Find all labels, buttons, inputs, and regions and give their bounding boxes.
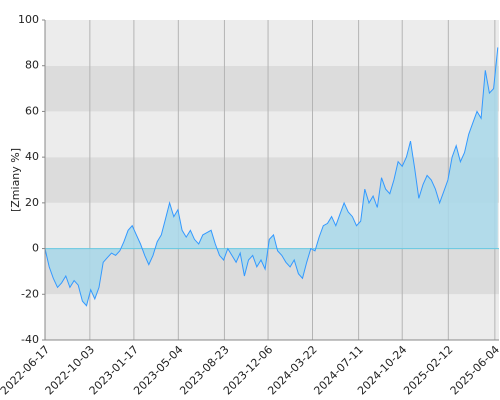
y-tick-label: 100 [18, 13, 39, 26]
area [45, 47, 498, 306]
x-tick-label: 2025-06-04 [448, 343, 500, 397]
y-tick-label: 80 [25, 59, 39, 72]
grid-band [45, 248, 499, 295]
y-tick-label: -40 [21, 333, 39, 346]
line [44, 47, 499, 307]
y-tick-label: 40 [25, 150, 39, 163]
grid-band [45, 65, 499, 112]
grid-band [45, 20, 499, 66]
grid-band [45, 294, 499, 340]
y-tick-label: 20 [25, 196, 39, 209]
y-tick-label: 60 [25, 104, 39, 117]
y-tick-label: 0 [32, 242, 39, 255]
grid-band [45, 111, 499, 158]
y-tick-label: -20 [21, 287, 39, 300]
y-axis-label: [Zmiany %] [9, 148, 22, 212]
